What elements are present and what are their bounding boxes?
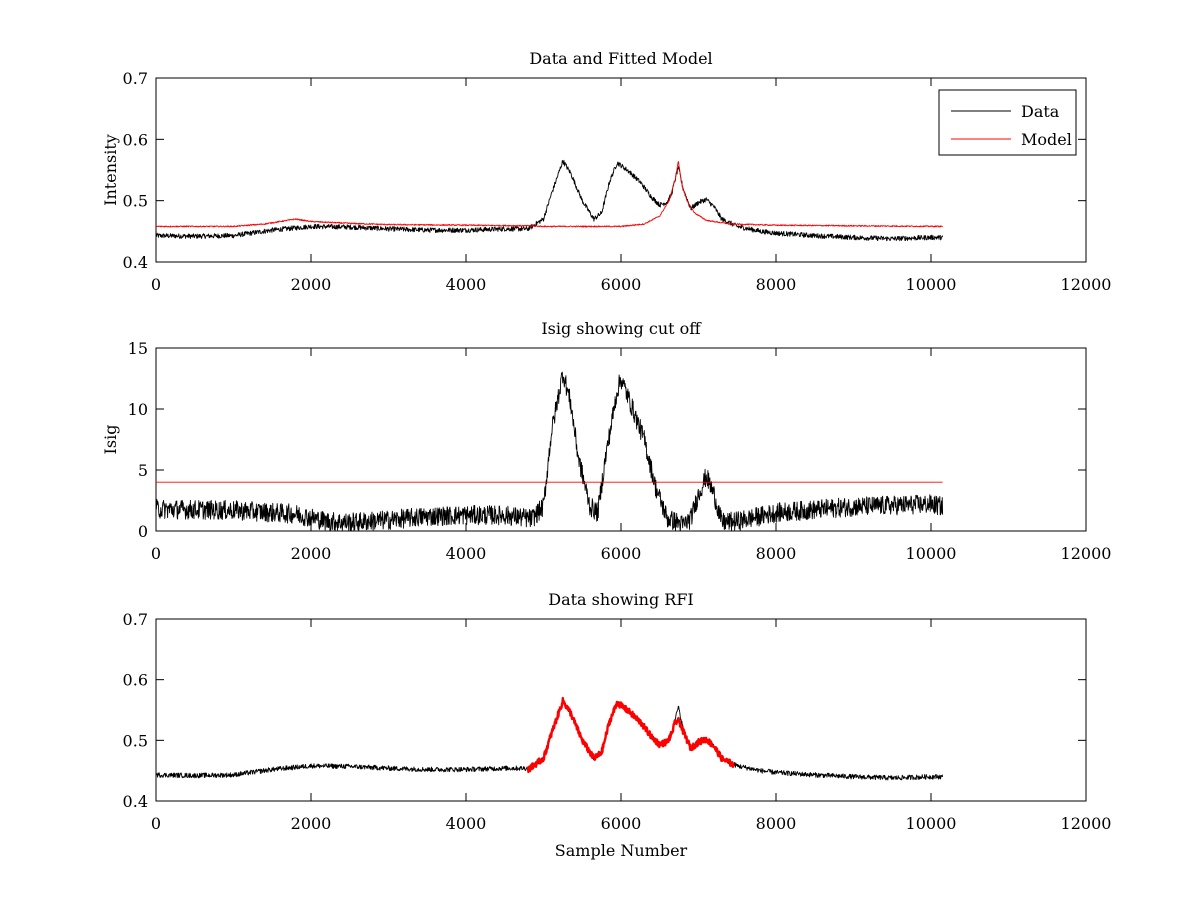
axes-frame <box>155 618 1087 802</box>
x-tick-label: 8000 <box>756 544 797 563</box>
x-tick-label: 4000 <box>446 275 487 294</box>
y-tick-label: 10 <box>128 400 148 419</box>
x-tick-label: 2000 <box>291 275 332 294</box>
plot-area <box>156 159 944 242</box>
y-tick-label: 0.4 <box>123 792 148 811</box>
series-line-model <box>156 160 943 228</box>
y-tick-label: 15 <box>128 339 148 358</box>
y-tick-label: 5 <box>138 461 148 480</box>
legend: Data Model <box>938 89 1077 156</box>
y-tick-label: 0.6 <box>123 671 148 690</box>
x-tick-label: 0 <box>151 275 161 294</box>
chart-title: Data and Fitted Model <box>529 49 712 68</box>
y-tick-label: 0.7 <box>123 610 148 629</box>
x-tick-label: 0 <box>151 544 161 563</box>
series-line-data <box>156 159 944 242</box>
x-tick-label: 2000 <box>291 814 332 833</box>
y-tick-label: 0.6 <box>123 130 148 149</box>
x-tick-label: 12000 <box>1061 544 1112 563</box>
series-line-1 <box>156 371 944 531</box>
x-axis-label: Sample Number <box>555 841 688 860</box>
x-tick-label: 12000 <box>1061 275 1112 294</box>
x-tick-label: 4000 <box>446 544 487 563</box>
subplot-1: 0 2000 4000 6000 8000 10000 12000 0.4 0.5 0.6 0.7 D… <box>101 49 1111 294</box>
x-tick-label: 0 <box>151 814 161 833</box>
y-tick-label: 0.5 <box>123 192 148 211</box>
chart-title: Data showing RFI <box>548 590 693 609</box>
x-tick-label: 8000 <box>756 275 797 294</box>
y-tick-label: 0.7 <box>123 69 148 88</box>
y-tick-label: 0.5 <box>123 731 148 750</box>
subplot-2: 0 2000 4000 6000 8000 10000 12000 0 5 10 15 Isig sh… <box>101 319 1111 563</box>
legend-box <box>938 89 1077 156</box>
plot-area <box>156 696 944 781</box>
x-tick-label: 8000 <box>756 814 797 833</box>
plot-area <box>156 371 944 531</box>
y-axis-label: Isig <box>101 425 120 455</box>
series-line-2 <box>526 696 735 774</box>
x-tick-label: 4000 <box>446 814 487 833</box>
axes-frame <box>155 347 1087 532</box>
x-tick-label: 6000 <box>601 814 642 833</box>
x-tick-label: 6000 <box>601 275 642 294</box>
x-tick-label: 10000 <box>906 275 957 294</box>
y-axis-label: Intensity <box>101 134 120 206</box>
chart-title: Isig showing cut off <box>541 319 702 338</box>
legend-label-data: Data <box>1021 102 1060 121</box>
y-tick-label: 0 <box>138 522 148 541</box>
x-tick-label: 2000 <box>291 544 332 563</box>
subplot-3: 0 2000 4000 6000 8000 10000 12000 0.4 0.5 0.6 0.7 D… <box>123 590 1112 860</box>
x-tick-label: 6000 <box>601 544 642 563</box>
x-tick-label: 10000 <box>906 814 957 833</box>
y-tick-label: 0.4 <box>123 253 148 272</box>
x-tick-label: 10000 <box>906 544 957 563</box>
x-tick-label: 12000 <box>1061 814 1112 833</box>
legend-label-model: Model <box>1021 130 1072 149</box>
